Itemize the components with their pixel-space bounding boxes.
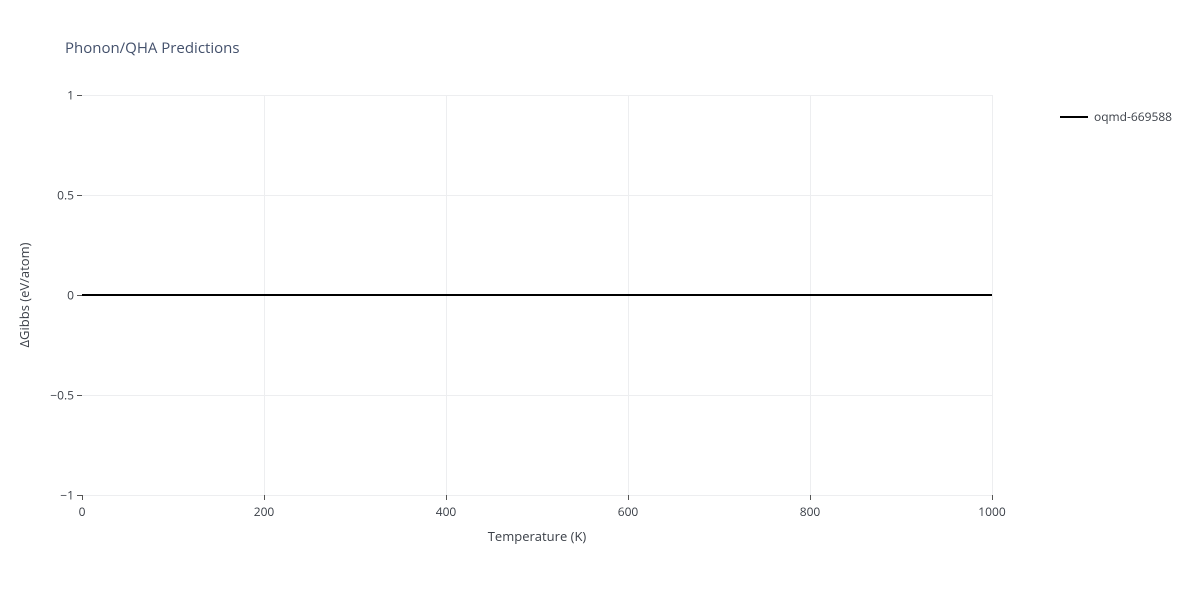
- x-tick-mark: [264, 495, 265, 500]
- gridline-horizontal: [82, 395, 992, 396]
- y-tick-label: −0.5: [50, 387, 74, 404]
- x-tick-label: 1000: [978, 503, 1005, 520]
- x-tick-label: 600: [618, 503, 639, 520]
- x-tick-mark: [992, 495, 993, 500]
- plot-area[interactable]: [82, 95, 992, 495]
- legend-label: oqmd-669588: [1094, 108, 1172, 125]
- x-tick-label: 0: [79, 503, 86, 520]
- y-tick-label: 1: [67, 87, 74, 104]
- chart-title: Phonon/QHA Predictions: [65, 38, 240, 58]
- y-axis-label: ΔGibbs (eV/atom): [15, 243, 33, 348]
- x-tick-mark: [82, 495, 83, 500]
- gridline-vertical: [992, 95, 993, 495]
- x-tick-label: 400: [436, 503, 457, 520]
- gridline-horizontal: [82, 95, 992, 96]
- legend-item[interactable]: oqmd-669588: [1060, 108, 1172, 125]
- x-axis-label: Temperature (K): [488, 527, 587, 545]
- y-tick-mark: [77, 495, 82, 496]
- x-tick-label: 200: [254, 503, 275, 520]
- x-tick-mark: [628, 495, 629, 500]
- gridline-horizontal: [82, 495, 992, 496]
- x-tick-mark: [810, 495, 811, 500]
- y-tick-label: 0: [67, 287, 74, 304]
- y-tick-mark: [77, 395, 82, 396]
- y-tick-label: 0.5: [57, 187, 74, 204]
- gridline-horizontal: [82, 195, 992, 196]
- y-tick-mark: [77, 195, 82, 196]
- x-tick-mark: [446, 495, 447, 500]
- y-tick-label: −1: [60, 487, 74, 504]
- x-tick-label: 800: [800, 503, 821, 520]
- y-tick-mark: [77, 295, 82, 296]
- y-tick-mark: [77, 95, 82, 96]
- series-line[interactable]: [82, 294, 992, 296]
- legend-swatch: [1060, 116, 1088, 118]
- chart-container: Phonon/QHA Predictions Temperature (K) Δ…: [0, 0, 1200, 600]
- legend: oqmd-669588: [1060, 108, 1172, 125]
